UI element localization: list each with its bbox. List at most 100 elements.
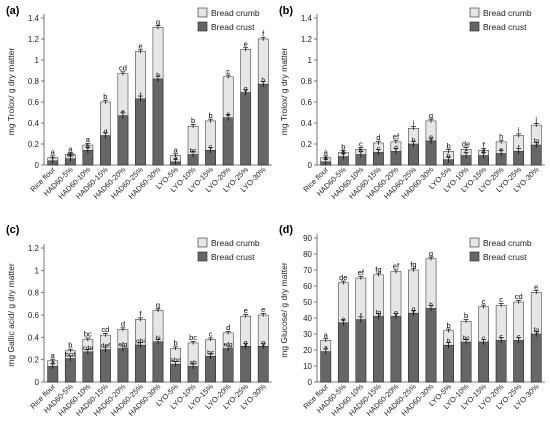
bar-bread-crust: [100, 349, 111, 383]
crust-significance-label: d: [104, 129, 108, 136]
legend-swatch-bread-crust: [197, 251, 208, 262]
crust-significance-label: b: [359, 148, 363, 155]
y-tick-label: 80: [303, 250, 312, 259]
crust-significance-label: f: [518, 144, 520, 151]
bar-bread-crust: [408, 143, 419, 166]
legend-label: Bread crumb: [211, 8, 260, 18]
bar-bread-crust: [337, 322, 349, 383]
crust-significance-label: c: [482, 335, 486, 342]
y-tick-label: 0.2: [28, 356, 40, 365]
crust-significance-label: fg: [534, 138, 540, 145]
y-tick-label: 0.6: [301, 98, 313, 107]
bar-bread-crust: [355, 319, 367, 383]
bar-bread-crust: [530, 333, 542, 383]
crumb-significance-label: d: [121, 320, 125, 329]
crumb-significance-label: a: [51, 351, 56, 360]
crust-significance-label: a: [174, 155, 178, 162]
crust-significance-label: a: [324, 345, 328, 352]
crust-significance-label: bcd: [65, 352, 76, 359]
crust-significance-label: bc: [207, 349, 215, 356]
crumb-significance-label: b: [446, 141, 450, 150]
bar-bread-crust: [152, 78, 164, 166]
crumb-significance-label: ef: [358, 268, 365, 277]
crumb-significance-label: ef: [393, 262, 400, 271]
crust-significance-label: g: [244, 339, 248, 346]
bar-bread-crust: [64, 358, 76, 383]
legend-swatch-bread-crust: [469, 251, 480, 262]
crust-significance-label: efg: [224, 342, 233, 349]
crumb-significance-label: de: [339, 273, 347, 282]
crumb-significance-label: g: [156, 301, 160, 310]
crumb-significance-label: fg: [375, 265, 381, 274]
crust-significance-label: f: [140, 92, 142, 99]
y-tick-label: 1.2: [301, 35, 313, 44]
legend-label: Bread crumb: [211, 238, 260, 248]
crumb-significance-label: c: [359, 139, 363, 148]
crust-significance-label: cde: [83, 345, 94, 352]
crust-significance-label: abc: [170, 357, 181, 364]
crust-significance-label: f: [360, 313, 362, 320]
crumb-significance-label: a: [51, 148, 56, 157]
crumb-significance-label: c: [209, 330, 213, 339]
crumb-significance-label: a: [86, 135, 91, 144]
legend-label: Bread crust: [211, 22, 255, 32]
y-tick-label: 0.2: [28, 140, 40, 149]
y-tick-label: 0: [308, 378, 313, 387]
bar-bread-crust: [240, 346, 252, 383]
crust-significance-label: ab: [67, 152, 75, 159]
crust-significance-label: e: [341, 316, 345, 323]
y-tick-label: 50: [303, 298, 312, 307]
bar-bread-crust: [82, 351, 94, 383]
crumb-significance-label: fg: [410, 260, 416, 269]
panel-label: (c): [6, 224, 20, 236]
bar-bread-crust: [478, 341, 489, 383]
crumb-significance-label: e: [261, 305, 265, 314]
legend-swatch-bread-crust: [197, 21, 208, 32]
y-tick-label: 10: [303, 362, 312, 371]
crust-significance-label: ghi: [136, 338, 145, 345]
crust-significance-label: bc: [463, 335, 471, 342]
crumb-significance-label: c: [482, 297, 486, 306]
y-tick-label: 1: [35, 56, 40, 65]
crumb-significance-label: b: [173, 339, 177, 348]
bar-bread-crust: [135, 98, 146, 166]
y-axis-label: mg Trolox/ g dry matter: [279, 48, 289, 136]
crumb-significance-label: a: [324, 330, 329, 339]
crumb-significance-label: cd: [515, 292, 523, 301]
crumb-significance-label: f: [262, 29, 265, 38]
crust-significance-label: a: [51, 359, 55, 366]
y-axis-label: mg Gallic acid/ g dry matter: [6, 263, 16, 367]
crust-significance-label: e: [121, 109, 125, 116]
crumb-significance-label: e: [138, 42, 142, 51]
y-tick-label: 40: [303, 314, 312, 323]
crumb-significance-label: h: [499, 132, 503, 141]
y-tick-label: 60: [303, 282, 312, 291]
bar-bread-crust: [460, 341, 472, 383]
legend: Bread crumb Bread crust: [197, 237, 260, 262]
legend-swatch-bread-crust: [469, 21, 480, 32]
crumb-significance-label: e: [244, 306, 248, 315]
panel-label: (b): [279, 5, 293, 17]
bar-bread-crust: [513, 340, 525, 383]
crust-significance-label: g: [429, 134, 433, 141]
panel-label: (d): [279, 224, 293, 236]
legend: Bread crumb Bread crust: [469, 7, 532, 32]
crumb-significance-label: ef: [393, 132, 400, 141]
crust-significance-label: h: [261, 77, 265, 84]
y-tick-label: 0.2: [301, 140, 313, 149]
crumb-significance-label: e: [244, 40, 248, 49]
crust-significance-label: g: [412, 306, 416, 313]
bar-bread-crust: [443, 344, 454, 383]
y-tick-label: 0.4: [28, 119, 40, 128]
y-tick-label: 0.4: [28, 333, 40, 342]
crust-significance-label: e: [499, 146, 503, 153]
y-tick-label: 0.4: [301, 119, 313, 128]
bar-bread-crust: [205, 356, 216, 383]
bar-bread-crust: [320, 351, 332, 383]
crumb-significance-label: b: [464, 311, 468, 320]
bar-bread-crust: [257, 83, 269, 166]
crumb-significance-label: b: [103, 92, 107, 101]
legend-label: Bread crust: [483, 22, 527, 32]
bar-bread-crust: [222, 117, 234, 166]
